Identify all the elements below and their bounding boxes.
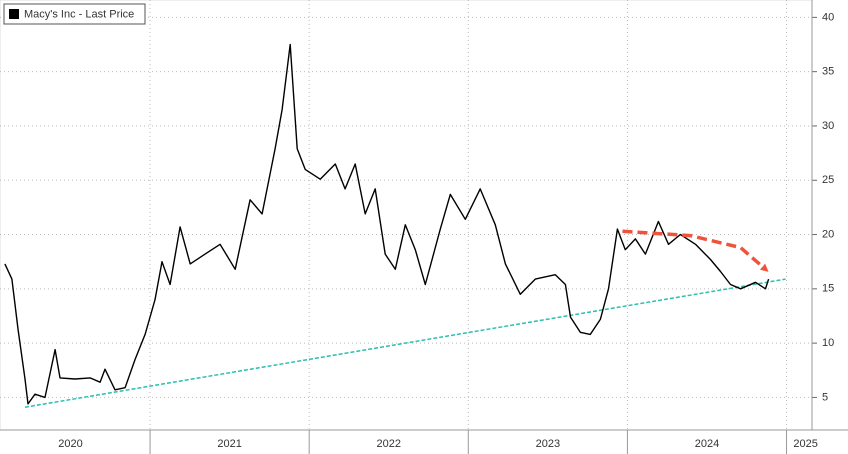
y-tick-label: 15 bbox=[822, 283, 834, 295]
x-tick-label: 2024 bbox=[695, 438, 719, 450]
y-tick-label: 25 bbox=[822, 174, 834, 186]
y-tick-label: 5 bbox=[822, 391, 828, 403]
legend bbox=[3, 3, 146, 25]
x-tick-label: 2021 bbox=[217, 438, 241, 450]
legend-label: Macy's Inc - Last Price bbox=[24, 8, 134, 20]
y-tick-label: 35 bbox=[822, 66, 834, 78]
y-tick-label: 30 bbox=[822, 120, 834, 132]
y-tick-label: 10 bbox=[822, 337, 834, 349]
arrow bbox=[622, 229, 769, 272]
legend-swatch bbox=[9, 9, 19, 19]
x-tick-label: 2023 bbox=[536, 438, 560, 450]
y-tick-label: 40 bbox=[822, 11, 834, 23]
y-tick-label: 20 bbox=[822, 228, 834, 240]
trendline bbox=[24, 278, 786, 408]
plot-area bbox=[0, 0, 813, 431]
x-tick-label: 2020 bbox=[58, 438, 82, 450]
x-tick-label: 2022 bbox=[376, 438, 400, 450]
price-line bbox=[4, 43, 770, 405]
x-tick-label: 2025 bbox=[793, 438, 817, 450]
